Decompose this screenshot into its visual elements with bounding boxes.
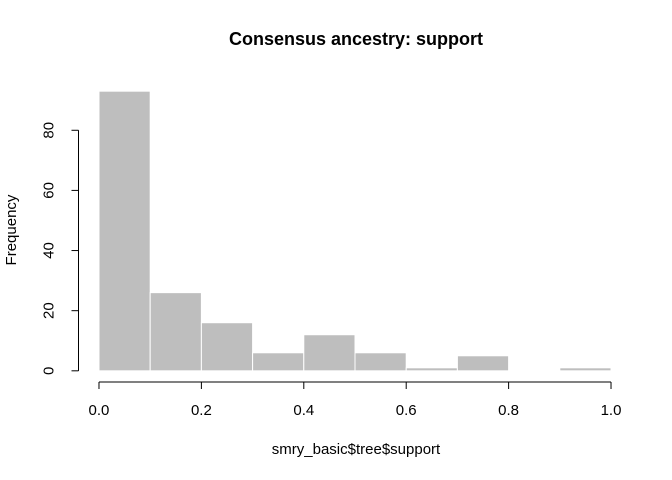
y-tick-label: 0 (40, 367, 57, 375)
bar (200, 322, 254, 372)
x-tick-label: 0.8 (498, 402, 519, 419)
x-tick-label: 0.4 (293, 402, 314, 419)
y-tick-label: 60 (40, 182, 57, 199)
x-tick-label: 0.2 (191, 402, 212, 419)
y-axis-label: Frequency (3, 194, 20, 265)
y-tick-label: 40 (40, 242, 57, 259)
chart-title: Consensus ancestry: support (229, 29, 483, 49)
bar (456, 355, 510, 372)
y-tick-label: 20 (40, 302, 57, 319)
bar (149, 292, 202, 372)
bar (303, 334, 356, 372)
bar (405, 367, 458, 372)
bar (354, 352, 407, 372)
x-tick-label: 0.6 (396, 402, 417, 419)
x-axis-label: smry_basic$tree$support (272, 441, 441, 458)
bar (98, 90, 151, 372)
x-tick-label: 0.0 (89, 402, 110, 419)
bar (252, 352, 305, 372)
x-tick-label: 1.0 (601, 402, 622, 419)
bar (559, 367, 612, 372)
y-tick-label: 80 (40, 122, 57, 139)
